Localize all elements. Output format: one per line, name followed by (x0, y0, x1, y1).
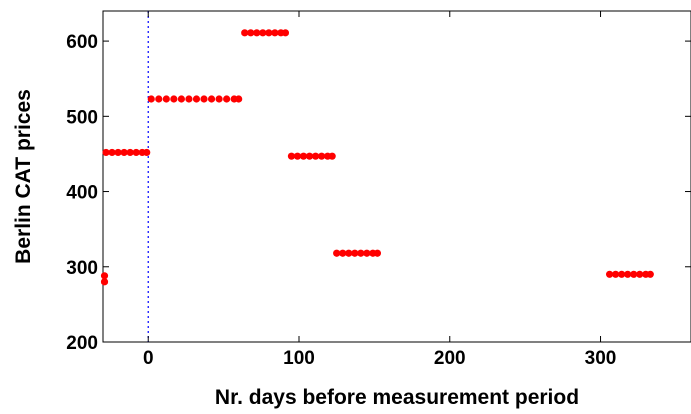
data-point (223, 95, 231, 103)
y-tick-label: 400 (66, 183, 98, 204)
data-point (170, 95, 178, 103)
data-point (351, 249, 359, 257)
data-point (271, 29, 279, 37)
data-point (100, 272, 109, 280)
data-point (333, 249, 341, 257)
y-tick-label: 500 (66, 107, 98, 128)
data-point (287, 152, 296, 160)
data-point (241, 29, 249, 37)
data-point (207, 95, 216, 103)
data-point (235, 95, 243, 103)
data-point (147, 95, 155, 103)
data-point (265, 29, 273, 37)
data-point (339, 249, 347, 257)
data-point (281, 29, 290, 37)
data-point (162, 95, 170, 103)
x-tick-label: 100 (283, 348, 315, 369)
data-point (618, 270, 626, 278)
y-axis-title: Berlin CAT prices (12, 89, 35, 264)
data-point (357, 249, 365, 257)
data-point (293, 152, 302, 160)
y-tick-label: 300 (66, 258, 98, 279)
data-point (200, 95, 208, 103)
data-point (247, 29, 255, 37)
data-point (612, 270, 620, 278)
data-point (305, 152, 314, 160)
data-point (259, 29, 267, 37)
data-point (215, 95, 223, 103)
data-points (100, 29, 654, 286)
data-point (636, 270, 644, 278)
data-point (102, 148, 110, 157)
data-point (100, 278, 109, 286)
data-point (624, 270, 632, 278)
data-point (120, 148, 128, 157)
data-point (143, 148, 151, 157)
data-point (630, 270, 638, 278)
data-point (318, 152, 326, 160)
data-point (299, 152, 308, 160)
data-point (311, 152, 320, 160)
x-tick-label: 0 (143, 348, 154, 369)
data-point (253, 29, 261, 37)
x-tick-label: 200 (434, 348, 466, 369)
data-point (126, 148, 134, 157)
data-point (132, 148, 140, 157)
data-point (605, 270, 614, 278)
data-point (192, 95, 201, 103)
y-tick-label: 200 (66, 333, 98, 354)
data-point (373, 249, 381, 257)
plot-area (102, 10, 691, 343)
data-point (328, 152, 336, 160)
data-point (363, 249, 371, 257)
data-point (114, 148, 122, 157)
data-point (108, 148, 116, 157)
data-point (155, 95, 163, 103)
x-axis-title: Nr. days before measurement period (215, 386, 579, 409)
axis-ticks: 0 100 200 300 200 300 400 500 600 (66, 11, 691, 369)
data-point (185, 95, 193, 103)
data-point (177, 95, 185, 103)
data-point (646, 270, 654, 278)
data-point (345, 249, 353, 257)
x-tick-label: 300 (585, 348, 617, 369)
y-tick-label: 600 (66, 32, 98, 53)
